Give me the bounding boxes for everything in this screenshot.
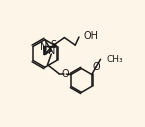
Text: CH₃: CH₃ xyxy=(106,55,123,64)
Text: OH: OH xyxy=(83,31,98,41)
Text: O: O xyxy=(61,69,69,78)
Text: N: N xyxy=(48,46,55,56)
Text: N: N xyxy=(40,42,48,52)
Text: S: S xyxy=(51,40,57,50)
Text: O: O xyxy=(92,62,100,72)
